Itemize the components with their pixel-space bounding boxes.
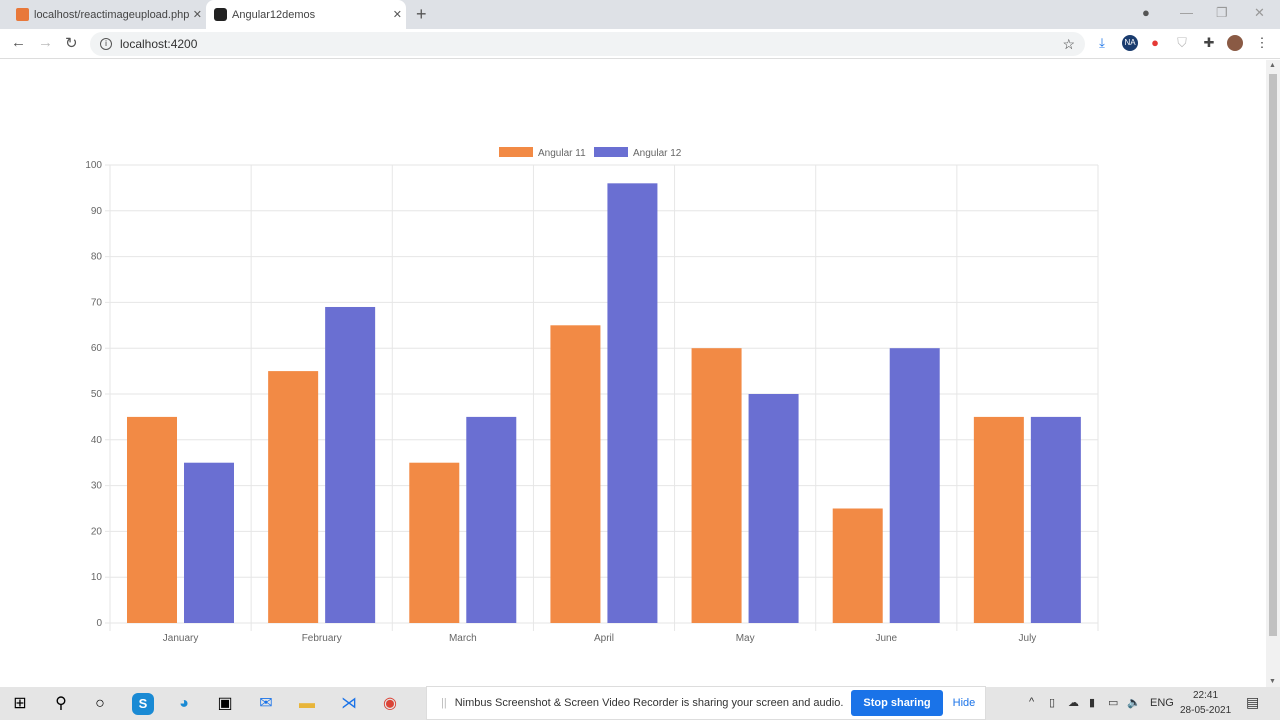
record-icon[interactable]: ● xyxy=(1151,35,1159,50)
x-tick-label: March xyxy=(449,633,477,644)
bar-angular-11 xyxy=(550,325,601,623)
microphone-icon[interactable]: ▮ xyxy=(1089,697,1096,709)
bar-angular-12 xyxy=(607,183,658,623)
notifications-icon[interactable]: ▤ xyxy=(1246,694,1260,710)
x-tick-label: January xyxy=(163,633,199,644)
legend-label: Angular 11 xyxy=(538,148,586,159)
legend-label: Angular 12 xyxy=(633,148,682,159)
y-tick-label: 40 xyxy=(91,435,103,446)
reload-icon[interactable]: ↻ xyxy=(65,35,78,52)
address-bar[interactable]: i localhost:4200 ☆ xyxy=(90,32,1085,56)
stop-sharing-button[interactable]: Stop sharing xyxy=(851,690,943,716)
bar-angular-11 xyxy=(832,508,883,623)
tab-reactimageupload[interactable]: localhost/reactimageupload.php ✕ xyxy=(8,0,206,29)
scrollbar[interactable]: ▲ ▼ xyxy=(1266,60,1280,687)
bookmark-star-icon[interactable]: ☆ xyxy=(1062,35,1075,52)
battery-icon[interactable]: ▭ xyxy=(1108,697,1119,709)
url-text: localhost:4200 xyxy=(120,37,198,51)
forward-icon[interactable]: → xyxy=(38,34,53,51)
sharing-message: Nimbus Screenshot & Screen Video Recorde… xyxy=(454,697,844,709)
skype-icon[interactable]: S xyxy=(132,693,154,715)
x-tick-label: February xyxy=(302,633,342,644)
windows-start-icon[interactable]: ⊞ xyxy=(13,695,27,712)
tab-angular12demos[interactable]: Angular12demos ✕ xyxy=(206,0,406,29)
x-tick-label: May xyxy=(736,633,755,644)
legend-swatch xyxy=(594,147,628,157)
tab-title: Angular12demos xyxy=(232,8,316,21)
info-icon[interactable]: i xyxy=(100,38,112,50)
bar-angular-12 xyxy=(748,394,799,623)
profile-avatar[interactable] xyxy=(1227,35,1243,51)
y-tick-label: 30 xyxy=(91,481,103,492)
bar-angular-12 xyxy=(1030,416,1081,623)
search-icon[interactable]: ⚲ xyxy=(55,695,67,712)
y-tick-label: 100 xyxy=(85,160,102,171)
back-icon[interactable]: ← xyxy=(11,34,26,51)
x-tick-label: April xyxy=(594,633,614,644)
new-tab-button[interactable]: + xyxy=(416,4,427,24)
cortana-icon[interactable]: ○ xyxy=(95,695,105,712)
clock-time[interactable]: 22:41 xyxy=(1193,690,1219,701)
y-tick-label: 50 xyxy=(91,389,103,400)
meet-now-icon[interactable]: ▯ xyxy=(1049,697,1056,709)
screen-sharing-bar: || Nimbus Screenshot & Screen Video Reco… xyxy=(426,686,987,720)
tab-bar: localhost/reactimageupload.php ✕ Angular… xyxy=(0,0,1280,29)
bar-angular-11 xyxy=(409,462,460,623)
edge-icon[interactable]: ◕ xyxy=(179,695,189,712)
bar-angular-12 xyxy=(184,462,234,623)
bar-angular-12 xyxy=(325,306,376,623)
browser-toolbar: ← → ↻ i localhost:4200 ☆ ⤓ NA ● ⛉ ✚ ⋮ xyxy=(0,29,1280,59)
bar-angular-12 xyxy=(466,416,517,623)
store-icon[interactable]: ▣ xyxy=(217,695,233,712)
y-tick-label: 80 xyxy=(91,252,103,263)
minimize-button[interactable]: — xyxy=(1180,5,1193,20)
clock-date[interactable]: 28-05-2021 xyxy=(1180,705,1232,716)
tab-title: localhost/reactimageupload.php xyxy=(34,8,190,21)
chrome-icon[interactable]: ◉ xyxy=(383,695,397,712)
bar-angular-11 xyxy=(268,371,319,623)
shield-icon[interactable]: ⛉ xyxy=(1177,35,1187,50)
bar-chart: 0 10 20 30 40 50 60 70 80 90 100 January February Mar… xyxy=(85,147,1099,644)
bar-angular-12 xyxy=(889,348,940,623)
vscode-icon[interactable]: ⋊ xyxy=(341,695,357,712)
bar-angular-11 xyxy=(691,348,742,623)
drag-handle-icon[interactable]: || xyxy=(441,697,447,709)
legend-swatch xyxy=(499,147,533,157)
na-extension-icon[interactable]: NA xyxy=(1122,35,1138,51)
language-indicator[interactable]: ENG xyxy=(1150,697,1174,709)
show-hidden-icons[interactable]: ^ xyxy=(1029,696,1035,708)
x-tick-label: July xyxy=(1019,633,1037,644)
mail-icon[interactable]: ✉ xyxy=(259,695,273,712)
hide-button[interactable]: Hide xyxy=(952,697,976,709)
menu-icon[interactable]: ⋮ xyxy=(1255,35,1269,50)
download-icon[interactable]: ⤓ xyxy=(1099,35,1105,50)
media-control-icon[interactable]: ● xyxy=(1142,5,1150,20)
bar-angular-11 xyxy=(973,416,1024,623)
close-tab-icon[interactable]: ✕ xyxy=(392,9,402,21)
xampp-icon xyxy=(16,8,29,21)
scroll-down-icon[interactable]: ▼ xyxy=(1269,678,1276,685)
maximize-button[interactable]: ❐ xyxy=(1216,5,1228,20)
scroll-up-icon[interactable]: ▲ xyxy=(1269,62,1276,69)
y-tick-label: 90 xyxy=(91,206,103,217)
puzzle-icon[interactable]: ✚ xyxy=(1203,35,1215,50)
close-tab-icon[interactable]: ✕ xyxy=(192,9,202,21)
x-tick-label: June xyxy=(875,633,897,644)
y-tick-label: 20 xyxy=(91,526,103,537)
y-tick-label: 60 xyxy=(91,343,103,354)
close-window-button[interactable]: ✕ xyxy=(1254,5,1265,20)
file-explorer-icon[interactable]: ▬ xyxy=(299,695,315,712)
y-tick-label: 70 xyxy=(91,297,103,308)
y-tick-label: 10 xyxy=(91,572,103,583)
scrollbar-thumb[interactable] xyxy=(1269,74,1277,636)
onedrive-icon[interactable]: ☁ xyxy=(1068,697,1079,709)
y-tick-label: 0 xyxy=(96,618,102,629)
angular-icon xyxy=(214,8,227,21)
bar-angular-11 xyxy=(127,416,177,623)
volume-icon[interactable]: 🔈 xyxy=(1127,697,1141,709)
